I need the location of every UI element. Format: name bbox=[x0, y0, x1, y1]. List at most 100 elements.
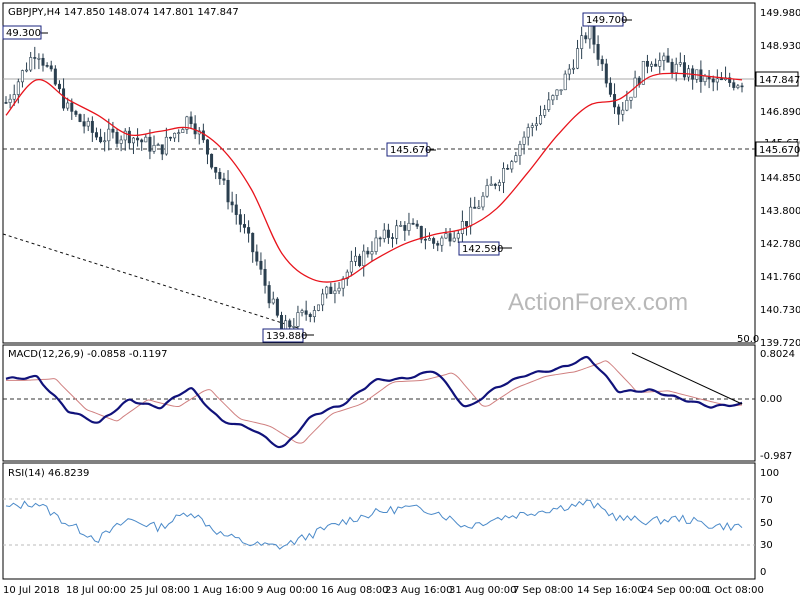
candle-body bbox=[267, 285, 271, 304]
mid-annotation: 145.670 bbox=[386, 142, 436, 157]
candle-body bbox=[333, 290, 337, 294]
current-price-label: 147.847 bbox=[759, 75, 800, 86]
candle-body bbox=[358, 255, 362, 266]
candle-body bbox=[600, 59, 604, 65]
candle-body bbox=[251, 232, 255, 253]
candle-body bbox=[362, 250, 366, 266]
candle-body bbox=[654, 63, 658, 67]
candle-body bbox=[530, 125, 534, 128]
candle-body bbox=[20, 70, 24, 83]
candle-body bbox=[436, 243, 440, 246]
candle-body bbox=[33, 57, 37, 59]
rsi-tick-0: 0 bbox=[760, 567, 766, 578]
candle-body bbox=[271, 298, 275, 304]
candle-body bbox=[337, 287, 341, 292]
candle-body bbox=[49, 65, 53, 70]
candle-body bbox=[255, 251, 259, 262]
price-panel-frame bbox=[2, 2, 756, 344]
price-candles bbox=[4, 17, 744, 335]
time-label: 31 Aug 00:00 bbox=[449, 585, 516, 596]
candle-body bbox=[514, 155, 518, 162]
candle-body bbox=[214, 166, 218, 173]
candle-body bbox=[534, 123, 538, 126]
candle-body bbox=[608, 82, 612, 95]
candle-body bbox=[502, 168, 506, 183]
watermark: ActionForex.com bbox=[508, 289, 688, 316]
annotation-box bbox=[458, 241, 500, 256]
candle-body bbox=[547, 99, 551, 110]
candle-body bbox=[205, 139, 209, 155]
ma-line bbox=[5, 72, 743, 283]
time-label: 7 Sep 08:00 bbox=[513, 585, 573, 596]
annotation-text: 145.670 bbox=[390, 145, 431, 156]
candle-body bbox=[728, 77, 732, 83]
candle-body bbox=[292, 326, 296, 328]
price-tick: 149.980 bbox=[760, 8, 800, 19]
rsi-tick-50: 50 bbox=[760, 518, 773, 529]
candle-body bbox=[325, 286, 329, 295]
rsi-header: RSI(14) 46.8239 bbox=[8, 468, 89, 479]
candle-body bbox=[596, 44, 600, 60]
candle-body bbox=[37, 57, 41, 60]
candle-body bbox=[25, 69, 29, 72]
price-tick: 146.890 bbox=[760, 107, 800, 118]
candle-body bbox=[45, 65, 49, 67]
candle-body bbox=[123, 130, 127, 141]
candle-body bbox=[650, 63, 654, 67]
candle-body bbox=[284, 320, 288, 330]
candle-body bbox=[181, 129, 185, 133]
candle-body bbox=[4, 102, 8, 104]
candle-body bbox=[345, 271, 349, 280]
candle-body bbox=[682, 62, 686, 78]
candle-body bbox=[662, 55, 666, 61]
candle-body bbox=[296, 312, 300, 327]
candle-body bbox=[111, 128, 115, 133]
candle-body bbox=[736, 85, 740, 88]
candle-body bbox=[539, 115, 543, 125]
panel-marker: 50.0 bbox=[737, 334, 759, 345]
candle-body bbox=[189, 116, 193, 125]
candle-body bbox=[99, 136, 103, 143]
candle-body bbox=[506, 168, 510, 170]
rsi-tick-70: 70 bbox=[760, 495, 773, 506]
candle-body bbox=[559, 89, 563, 92]
candle-body bbox=[403, 225, 407, 231]
support-price-label: 145.670 bbox=[759, 145, 800, 156]
candle-body bbox=[119, 139, 123, 144]
candle-body bbox=[353, 255, 357, 262]
candle-body bbox=[625, 99, 629, 111]
candle-body bbox=[127, 130, 131, 144]
candle-body bbox=[70, 102, 74, 112]
annotation-text: 149.700 bbox=[586, 15, 627, 26]
candle-body bbox=[584, 35, 588, 40]
candle-body bbox=[621, 109, 625, 115]
candle-body bbox=[366, 250, 370, 255]
candle-body bbox=[719, 78, 723, 81]
candle-body bbox=[131, 137, 135, 144]
candle-body bbox=[711, 78, 715, 83]
annotation-box bbox=[262, 328, 304, 343]
candle-body bbox=[8, 98, 12, 103]
candle-body bbox=[66, 102, 70, 109]
price-tick: 142.780 bbox=[760, 239, 800, 250]
candle-body bbox=[210, 153, 214, 168]
candle-body bbox=[452, 237, 456, 242]
candle-body bbox=[107, 128, 111, 142]
time-label: 14 Sep 16:00 bbox=[577, 585, 644, 596]
candle-body bbox=[185, 116, 189, 130]
candle-body bbox=[263, 268, 267, 286]
candle-body bbox=[551, 95, 555, 101]
time-label: 9 Aug 00:00 bbox=[257, 585, 318, 596]
candle-body bbox=[571, 67, 575, 70]
candle-body bbox=[617, 106, 621, 115]
candle-body bbox=[304, 310, 308, 315]
annotation-text: 142.590 bbox=[462, 244, 503, 255]
time-label: 1 Oct 08:00 bbox=[705, 585, 764, 596]
candle-body bbox=[687, 68, 691, 78]
annotation-box bbox=[386, 142, 428, 157]
rsi-line bbox=[5, 499, 743, 550]
candle-body bbox=[279, 315, 283, 330]
candle-body bbox=[391, 237, 395, 239]
candle-body bbox=[316, 304, 320, 311]
candle-body bbox=[432, 238, 436, 244]
